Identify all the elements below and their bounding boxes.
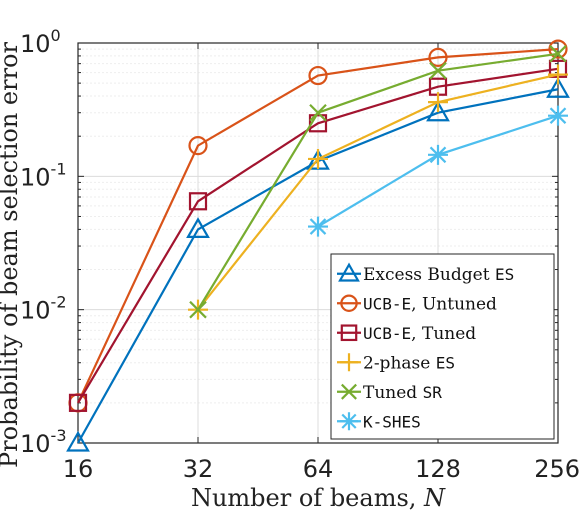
- data-point: [188, 192, 208, 211]
- legend-label: UCB-E, Untuned: [363, 294, 497, 314]
- x-tick-label: 64: [303, 455, 334, 483]
- legend-label: Excess Budget ES: [363, 265, 514, 285]
- axis-labels: Number of beams, N Probability of beam se…: [0, 41, 446, 512]
- data-point: [308, 216, 328, 237]
- data-point: [308, 114, 328, 133]
- legend-label: UCB-E, Tuned: [363, 324, 476, 344]
- legend-marker: [338, 262, 360, 282]
- x-axis-label: Number of beams, N: [191, 484, 446, 512]
- legend-item: 2-phase ES: [337, 353, 455, 373]
- x-tick-label: 256: [534, 455, 580, 483]
- data-point: [186, 217, 210, 238]
- legend-label-part: 2-phase: [363, 353, 436, 373]
- legend-label-part: K-SHES: [363, 412, 421, 431]
- legend-box: [330, 253, 555, 440]
- legend-label: Tuned SR: [363, 383, 442, 403]
- legend-item: Tuned SR: [337, 383, 442, 403]
- legend-marker: [340, 294, 358, 313]
- y-tick-label: 10-1: [20, 159, 67, 191]
- y-tick-label: 100: [20, 26, 61, 58]
- legend-marker: [340, 353, 358, 372]
- y-tick-exponent: -3: [51, 426, 67, 445]
- legend-label-part: ES: [495, 265, 514, 284]
- series-line: [197, 52, 559, 311]
- series-line: [77, 48, 559, 404]
- data-point: [548, 39, 568, 59]
- data-point: [189, 300, 207, 319]
- legend-label-part: Tuned: [363, 383, 423, 403]
- series-3: [188, 64, 568, 320]
- legend-label-part: UCB-E: [363, 324, 411, 343]
- series-line: [197, 73, 559, 311]
- x-tick-label: 16: [63, 455, 94, 483]
- x-axis-label-text: Number of beams,: [191, 484, 424, 512]
- y-axis-label: Probability of beam selection error: [0, 41, 23, 467]
- series-line: [77, 67, 559, 404]
- y-tick-label: 10-2: [20, 293, 67, 325]
- data-point: [426, 100, 450, 122]
- legend-label-part: Excess Budget: [363, 265, 495, 285]
- series-layer: [66, 39, 570, 452]
- legend-item: Excess Budget ES: [337, 262, 514, 285]
- legend-item: UCB-E, Untuned: [337, 294, 497, 314]
- legend-item: UCB-E, Tuned: [337, 324, 476, 344]
- data-point: [308, 148, 328, 169]
- y-tick-label: 10-3: [20, 426, 67, 458]
- data-point: [548, 64, 568, 85]
- data-point: [428, 47, 448, 67]
- legend-label-part: UCB-E: [363, 294, 411, 313]
- legend-marker: [341, 383, 357, 400]
- x-tick-label: 128: [415, 455, 461, 483]
- legend-marker: [340, 324, 358, 342]
- series-4: [189, 45, 567, 319]
- data-point: [549, 45, 567, 63]
- legend-label-part: ES: [436, 353, 455, 372]
- data-point: [428, 92, 448, 113]
- y-tick-exponent: 0: [51, 26, 61, 45]
- data-point: [548, 105, 568, 126]
- legend-label-part: , Untuned: [411, 294, 497, 314]
- data-point: [308, 65, 328, 86]
- legend-label: 2-phase ES: [363, 353, 455, 373]
- legend-label: K-SHES: [363, 412, 421, 431]
- data-point: [546, 77, 570, 98]
- data-point: [68, 393, 88, 412]
- x-tick-label: 32: [183, 455, 214, 483]
- data-point: [429, 61, 447, 80]
- data-point: [428, 144, 448, 165]
- legend-item: K-SHES: [337, 412, 421, 431]
- legend-label-part: , Tuned: [411, 324, 476, 344]
- data-point: [66, 430, 90, 452]
- data-point: [309, 103, 327, 122]
- legend-label-part: SR: [423, 383, 443, 402]
- series-5: [308, 105, 568, 237]
- legend-marker: [340, 412, 358, 431]
- data-point: [188, 136, 208, 156]
- x-axis-label-var: N: [423, 484, 446, 512]
- y-tick-exponent: -1: [51, 159, 67, 178]
- y-tick-exponent: -2: [51, 293, 67, 312]
